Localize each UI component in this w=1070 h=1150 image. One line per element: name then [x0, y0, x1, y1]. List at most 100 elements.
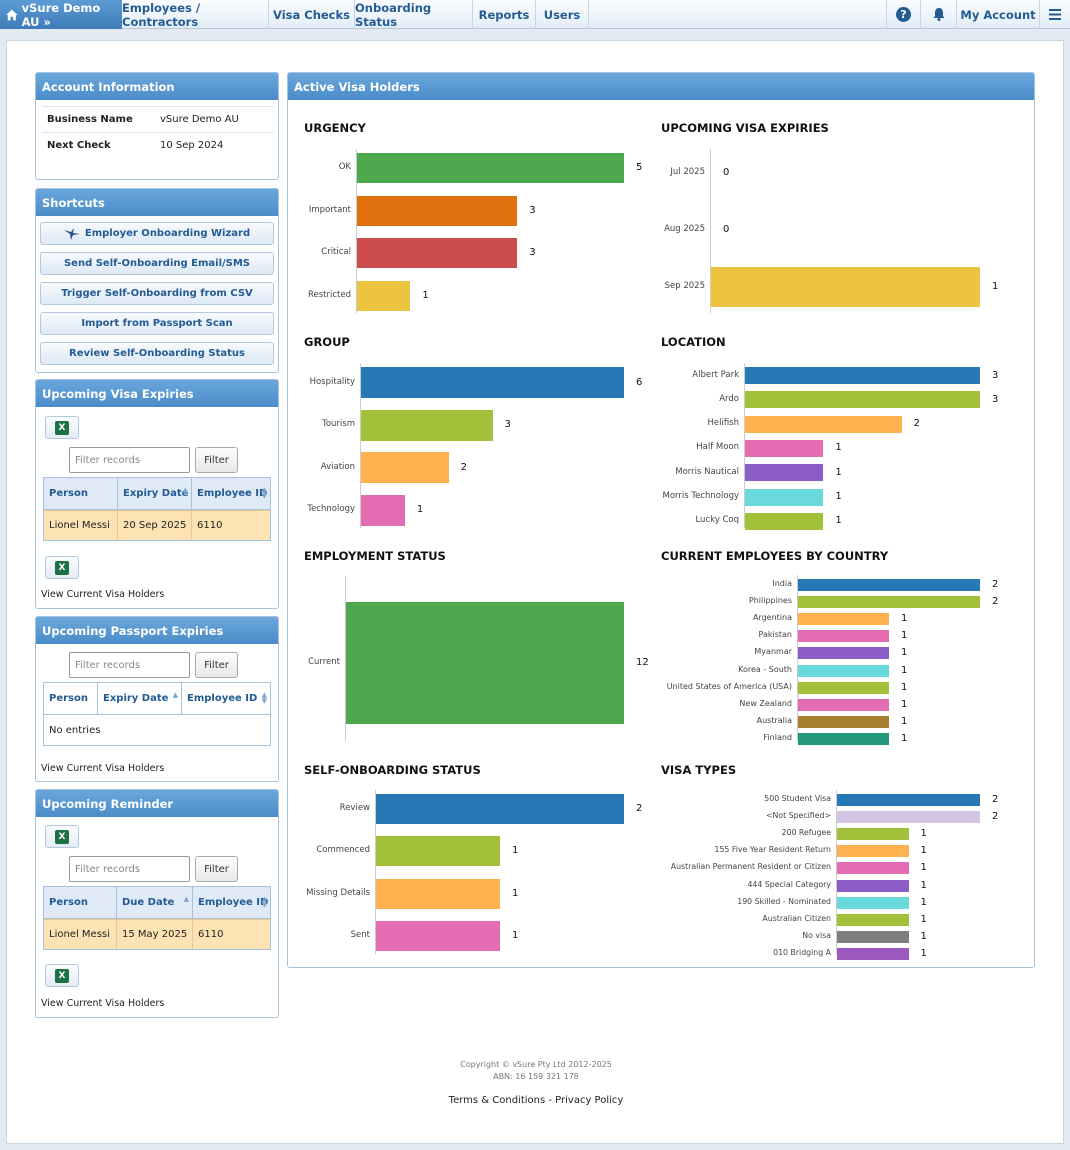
chart-bar[interactable]	[837, 930, 909, 943]
col-employee-id[interactable]: Employee ID ▲ ▼	[182, 683, 270, 714]
view-visa-holders-link[interactable]: View Current Visa Holders	[41, 998, 165, 1009]
nav-employees[interactable]: Employees / Contractors	[122, 0, 269, 29]
account-info-panel: Account Information Business Name vSure …	[35, 72, 279, 180]
chart-value-label: 1	[835, 466, 842, 478]
chart-bar[interactable]	[745, 367, 980, 384]
chart-bar[interactable]	[798, 647, 889, 660]
chart-bar[interactable]	[376, 878, 500, 909]
col-person[interactable]: Person	[44, 683, 98, 714]
chart-bar[interactable]	[357, 280, 411, 311]
chart-bar[interactable]	[361, 494, 405, 526]
chart-axis	[710, 149, 711, 313]
chart-bar[interactable]	[745, 439, 824, 457]
chart-value-label: 1	[920, 947, 927, 959]
col-expiry-date[interactable]: Expiry Date ▲	[98, 683, 182, 714]
chart-bar[interactable]	[798, 732, 889, 745]
help-button[interactable]: ?	[886, 0, 920, 29]
chart-value-label: 3	[504, 419, 511, 430]
nav-reports[interactable]: Reports	[473, 0, 536, 29]
chart-category-label: New Zealand	[739, 698, 792, 708]
chart-bar[interactable]	[745, 512, 824, 530]
chart-bar[interactable]	[376, 836, 500, 867]
chart-bar[interactable]	[745, 391, 980, 409]
chart-bar[interactable]	[798, 698, 889, 711]
chart-bar[interactable]	[798, 664, 889, 677]
footer-links: Terms & Conditions - Privacy Policy	[7, 1095, 1065, 1106]
visa-filter-input[interactable]	[69, 447, 190, 473]
col-person[interactable]: Person	[44, 478, 118, 509]
chart-category-label: No visa	[802, 930, 831, 940]
chart-bar[interactable]	[361, 409, 493, 441]
nav-users[interactable]: Users	[536, 0, 589, 29]
passport-filter-input[interactable]	[69, 652, 190, 678]
export-excel-button-2[interactable]: X	[45, 964, 79, 987]
chart-bar[interactable]	[376, 920, 500, 951]
chart-bar[interactable]	[837, 947, 909, 960]
chart-bar[interactable]	[745, 415, 902, 433]
chart-bar[interactable]	[837, 862, 909, 875]
passport-filter-button[interactable]: Filter	[195, 652, 238, 678]
chart-bar[interactable]	[798, 613, 889, 626]
nav-onboarding-status[interactable]: Onboarding Status	[355, 0, 473, 29]
import-passport-button[interactable]: Import from Passport Scan	[40, 312, 274, 335]
abn: ABN: 16 159 321 178	[493, 1072, 579, 1081]
chart-bar[interactable]	[798, 596, 980, 609]
chart-bar[interactable]	[798, 630, 889, 643]
col-person[interactable]: Person	[44, 887, 117, 918]
export-excel-button-2[interactable]: X	[45, 556, 79, 579]
main-content: Account Information Business Name vSure …	[6, 40, 1064, 1144]
chart-value-label: 6	[636, 376, 643, 388]
chart-bar[interactable]	[837, 879, 909, 892]
chart-value-label: 1	[992, 281, 999, 292]
chart-category-label: Sent	[350, 929, 370, 940]
chart-bar[interactable]	[837, 845, 909, 858]
chart-bar[interactable]	[837, 811, 980, 824]
chart-bar[interactable]	[361, 367, 624, 398]
chart-bar[interactable]	[798, 579, 980, 591]
chart-bar[interactable]	[837, 828, 909, 841]
col-employee-id[interactable]: Employee ID ▲ ▼	[193, 887, 270, 918]
chart-bar[interactable]	[357, 195, 518, 226]
chart-bar[interactable]	[837, 794, 980, 806]
review-status-button[interactable]: Review Self-Onboarding Status	[40, 342, 274, 365]
chart-bar[interactable]	[745, 488, 824, 506]
privacy-link[interactable]: Privacy Policy	[555, 1095, 624, 1106]
chart-bar[interactable]	[837, 896, 909, 909]
chart-bar[interactable]	[376, 794, 624, 824]
col-expiry-date[interactable]: Expiry Date ▲	[118, 478, 192, 509]
table-row[interactable]: Lionel Messi 15 May 2025 6110	[44, 919, 270, 949]
notifications-button[interactable]	[920, 0, 956, 29]
chart-bar[interactable]	[346, 602, 624, 724]
view-visa-holders-link[interactable]: View Current Visa Holders	[41, 589, 165, 600]
chart-bar[interactable]	[711, 267, 980, 307]
passport-expiries-title: Upcoming Passport Expiries	[36, 617, 278, 644]
my-account-button[interactable]: My Account	[956, 0, 1039, 29]
chart-value-label: 0	[723, 224, 730, 235]
chart-bar[interactable]	[745, 464, 824, 482]
col-employee-id[interactable]: Employee ID ▲ ▼	[192, 478, 270, 509]
reminder-filter-input[interactable]	[69, 856, 190, 882]
chart-bar[interactable]	[357, 238, 518, 268]
trigger-csv-button[interactable]: Trigger Self-Onboarding from CSV	[40, 282, 274, 305]
col-due-date[interactable]: Due Date ▲	[117, 887, 193, 918]
chart-bar[interactable]	[837, 913, 909, 926]
sort-asc-icon: ▲	[182, 486, 188, 494]
chart-bar[interactable]	[357, 153, 624, 183]
chart-bar[interactable]	[798, 681, 889, 694]
view-visa-holders-link[interactable]: View Current Visa Holders	[41, 763, 165, 774]
export-excel-button[interactable]: X	[45, 416, 79, 439]
cell-employee-id: 6110	[197, 520, 223, 531]
brand-home-link[interactable]: vSure Demo AU »	[0, 0, 122, 29]
terms-link[interactable]: Terms & Conditions	[448, 1095, 546, 1106]
visa-filter-button[interactable]: Filter	[195, 447, 238, 473]
chart-bar[interactable]	[798, 715, 889, 728]
chart-bar[interactable]	[361, 452, 449, 483]
menu-button[interactable]	[1039, 0, 1070, 29]
employer-onboarding-wizard-button[interactable]: Employer Onboarding Wizard	[40, 222, 274, 245]
send-self-onboarding-button[interactable]: Send Self-Onboarding Email/SMS	[40, 252, 274, 275]
chart-category-label: Korea - South	[738, 664, 792, 674]
export-excel-button[interactable]: X	[45, 825, 79, 848]
nav-visa-checks[interactable]: Visa Checks	[269, 0, 355, 29]
table-row[interactable]: Lionel Messi 20 Sep 2025 6110	[44, 510, 270, 540]
reminder-filter-button[interactable]: Filter	[195, 856, 238, 882]
